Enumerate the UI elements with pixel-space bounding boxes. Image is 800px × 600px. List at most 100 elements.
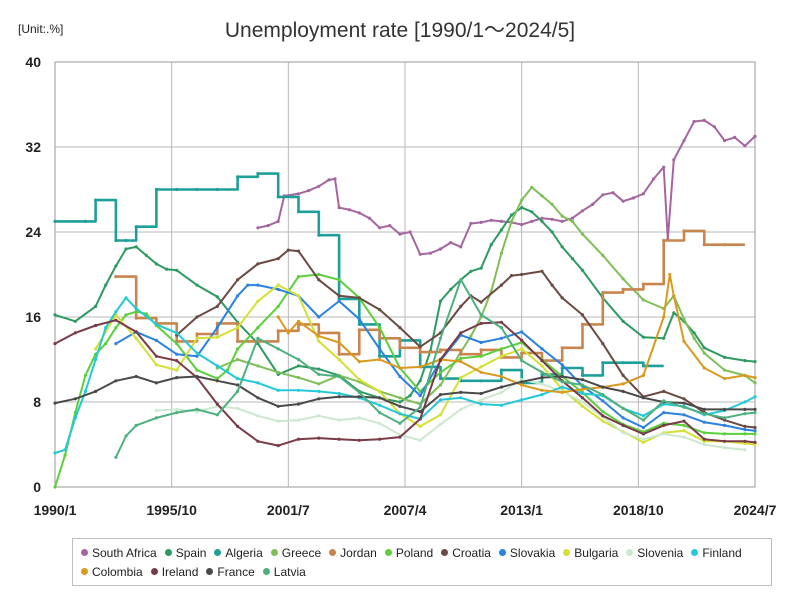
data-point xyxy=(621,416,625,420)
data-point xyxy=(723,423,727,427)
series-lines xyxy=(53,118,757,489)
data-point xyxy=(215,326,219,330)
data-point xyxy=(296,376,301,380)
data-point xyxy=(53,485,57,489)
data-point xyxy=(286,248,290,252)
series-line xyxy=(156,378,746,451)
data-point xyxy=(672,158,676,162)
data-point xyxy=(317,339,321,343)
data-point xyxy=(459,352,463,356)
series-line xyxy=(94,284,756,446)
x-tick-label: 2024/7 xyxy=(734,502,777,518)
data-point xyxy=(337,340,341,345)
data-point xyxy=(124,238,128,243)
data-point xyxy=(560,366,564,370)
data-point xyxy=(641,364,646,368)
data-point xyxy=(469,269,473,273)
data-point xyxy=(560,363,564,367)
data-point xyxy=(560,390,564,394)
data-point xyxy=(621,431,625,435)
data-point xyxy=(357,328,361,332)
data-point xyxy=(641,425,646,430)
data-point xyxy=(256,439,260,443)
legend-item: Slovenia xyxy=(626,543,683,562)
data-point xyxy=(114,310,118,314)
data-point xyxy=(266,224,270,228)
data-point xyxy=(753,425,757,430)
data-point xyxy=(479,220,483,224)
data-point xyxy=(418,424,422,428)
legend-swatch xyxy=(206,568,214,575)
data-point xyxy=(662,238,666,243)
legend-item: Spain xyxy=(164,543,206,562)
legend-label: Slovakia xyxy=(509,545,556,560)
data-point xyxy=(378,403,382,407)
data-point xyxy=(601,393,605,397)
data-point xyxy=(378,396,382,400)
data-point xyxy=(276,329,280,333)
data-point xyxy=(195,332,199,336)
data-point xyxy=(53,313,57,317)
data-point xyxy=(438,413,443,417)
data-point xyxy=(114,275,118,279)
x-tick-label: 2007/4 xyxy=(384,502,427,518)
data-point xyxy=(215,321,219,325)
data-point xyxy=(479,300,483,304)
data-point xyxy=(723,407,727,411)
data-point xyxy=(378,354,382,358)
data-point xyxy=(317,389,321,393)
data-point xyxy=(459,278,463,282)
data-point xyxy=(327,178,331,182)
data-point xyxy=(672,294,676,298)
data-point xyxy=(276,257,280,261)
data-point xyxy=(124,313,128,317)
data-point xyxy=(580,391,585,396)
legend-swatch xyxy=(329,549,337,556)
data-point xyxy=(317,436,321,440)
data-point xyxy=(723,355,727,359)
data-point xyxy=(296,437,301,441)
data-point xyxy=(175,368,179,372)
data-point xyxy=(418,405,422,409)
series-slovenia xyxy=(154,378,747,452)
data-point xyxy=(479,354,483,358)
data-point xyxy=(459,245,463,249)
data-point xyxy=(499,385,503,389)
data-point xyxy=(479,340,483,345)
series-jordan xyxy=(114,229,745,363)
data-point xyxy=(276,287,280,291)
data-point xyxy=(276,195,280,199)
x-tick-label: 2018/10 xyxy=(613,502,664,518)
series-ireland xyxy=(53,318,757,448)
data-point xyxy=(296,402,301,406)
data-point xyxy=(154,381,158,385)
data-point xyxy=(601,399,605,403)
data-point xyxy=(398,396,402,400)
legend-swatch xyxy=(81,549,88,556)
series-line xyxy=(115,229,745,362)
data-point xyxy=(459,396,463,400)
legend-item: Latvia xyxy=(262,562,306,581)
data-point xyxy=(175,342,179,346)
data-point xyxy=(215,377,219,381)
data-point xyxy=(398,400,402,404)
data-point xyxy=(175,352,179,356)
data-point xyxy=(753,381,757,385)
data-point xyxy=(723,432,727,436)
data-point xyxy=(236,347,240,351)
data-point xyxy=(256,414,260,418)
data-point xyxy=(236,406,240,410)
data-point xyxy=(195,351,199,355)
data-point xyxy=(702,431,706,435)
data-point xyxy=(307,189,311,193)
data-point xyxy=(357,438,361,442)
data-point xyxy=(317,414,321,418)
data-point xyxy=(134,423,138,427)
data-point xyxy=(459,360,463,364)
data-point xyxy=(357,360,361,364)
data-point xyxy=(73,331,77,335)
series-line xyxy=(54,273,755,488)
data-point xyxy=(418,410,422,414)
data-point xyxy=(418,438,422,442)
data-point xyxy=(438,336,443,340)
